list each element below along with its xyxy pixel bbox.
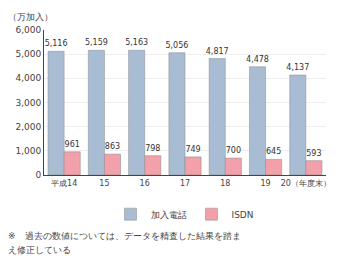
svg-text:798: 798: [145, 144, 160, 153]
svg-text:961: 961: [65, 140, 80, 149]
svg-text:5,056: 5,056: [165, 41, 188, 50]
svg-text:0: 0: [35, 170, 41, 180]
svg-text:593: 593: [306, 149, 321, 158]
svg-text:5,159: 5,159: [85, 38, 108, 47]
svg-text:700: 700: [226, 146, 241, 155]
svg-text:平成14: 平成14: [51, 179, 77, 188]
svg-text:15: 15: [99, 179, 109, 188]
svg-text:4,000: 4,000: [15, 73, 41, 83]
svg-text:（万加入）: （万加入）: [8, 12, 53, 22]
svg-text:19: 19: [260, 179, 270, 188]
svg-text:加入電話: 加入電話: [151, 210, 187, 220]
svg-text:5,163: 5,163: [125, 38, 148, 47]
svg-text:645: 645: [266, 147, 281, 156]
svg-text:5,000: 5,000: [15, 49, 41, 59]
svg-text:ISDN: ISDN: [232, 210, 254, 220]
svg-text:4,137: 4,137: [286, 63, 309, 72]
svg-text:4,478: 4,478: [246, 55, 269, 64]
svg-text:749: 749: [185, 145, 200, 154]
svg-text:1,000: 1,000: [15, 146, 41, 156]
svg-text:4,817: 4,817: [206, 47, 229, 56]
svg-text:6,000: 6,000: [15, 25, 41, 35]
svg-text:※ 過去の数値については、データを精査した結果を踏ま: ※ 過去の数値については、データを精査した結果を踏ま: [8, 231, 241, 241]
svg-text:2,000: 2,000: [15, 122, 41, 132]
svg-text:え修正している: え修正している: [8, 245, 71, 255]
svg-text:18: 18: [220, 179, 230, 188]
svg-text:3,000: 3,000: [15, 98, 41, 108]
svg-text:17: 17: [180, 179, 190, 188]
svg-text:16: 16: [140, 179, 150, 188]
svg-text:863: 863: [105, 142, 120, 151]
svg-text:20（年度末）: 20（年度末）: [281, 179, 331, 188]
svg-text:5,116: 5,116: [45, 39, 68, 48]
